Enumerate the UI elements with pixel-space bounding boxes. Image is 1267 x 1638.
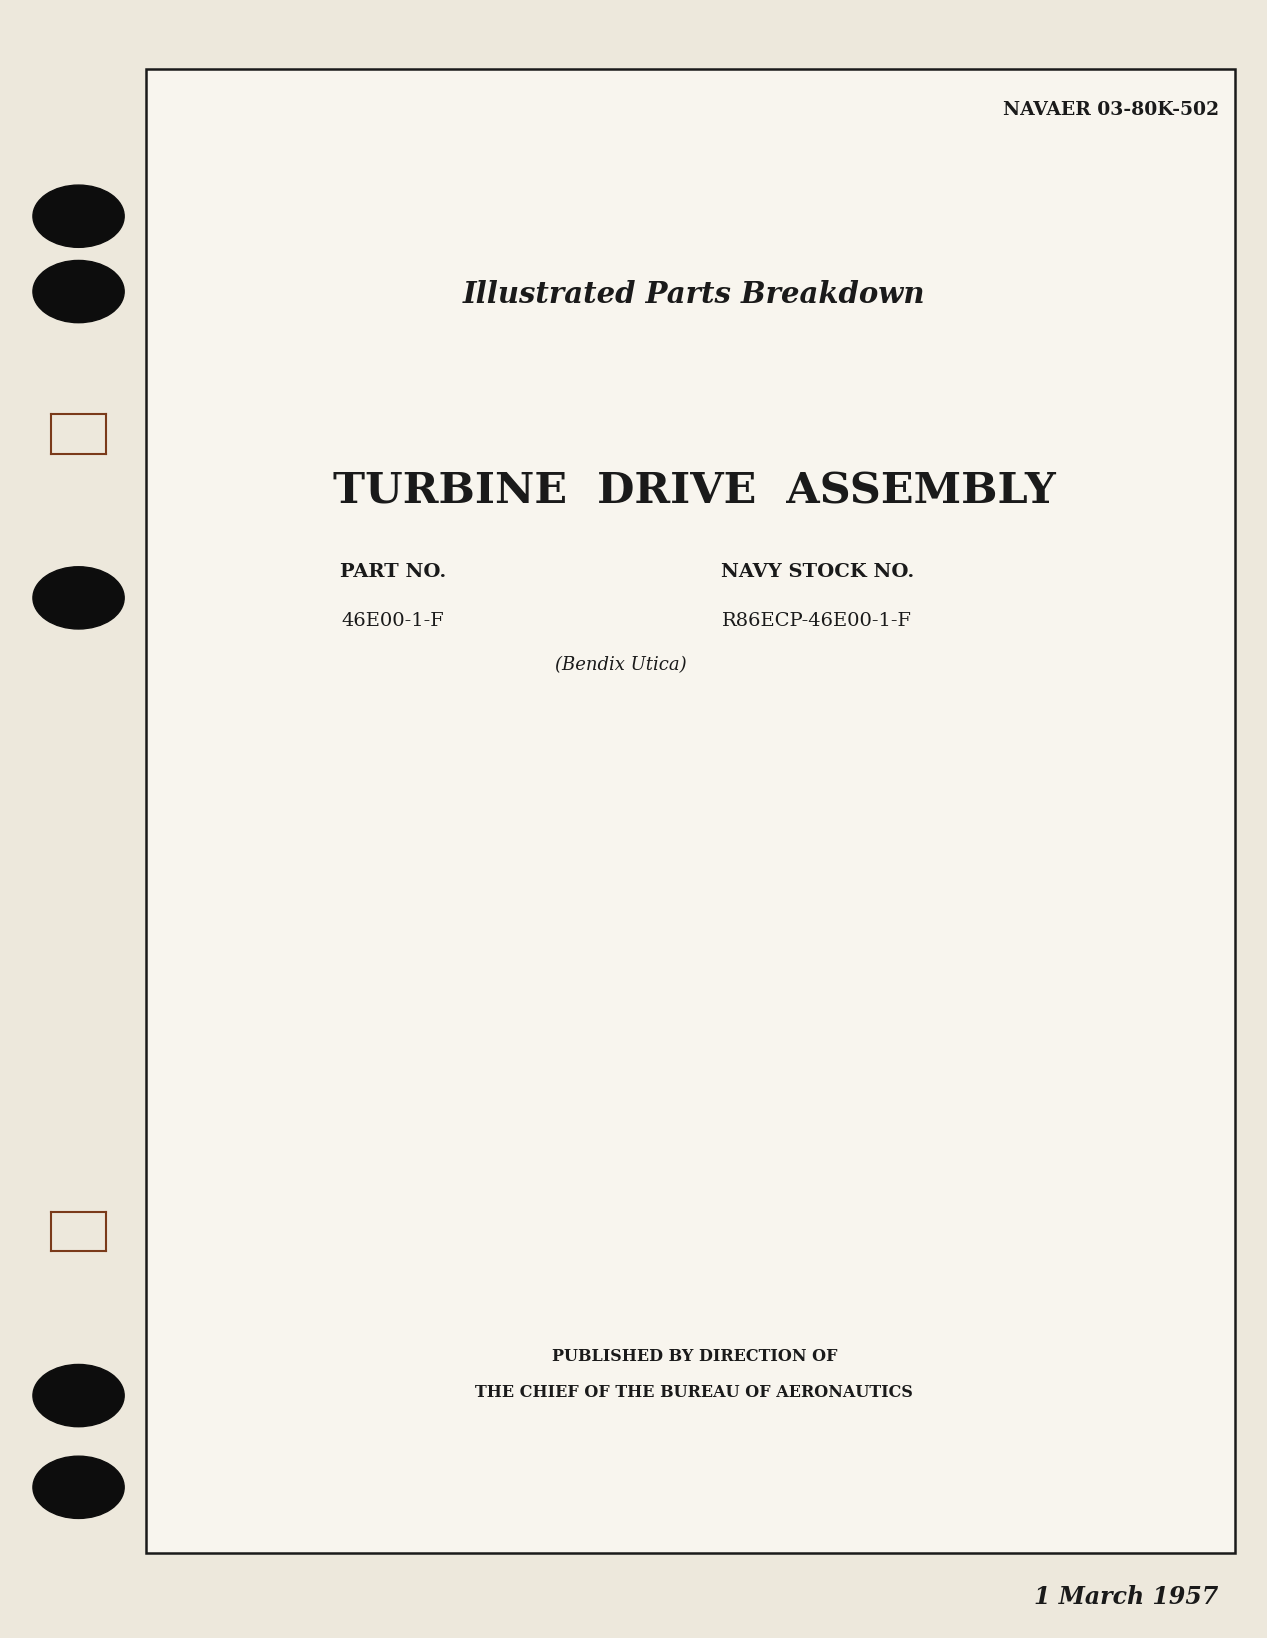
Ellipse shape [33,1364,124,1427]
Text: R86ECP-46E00-1-F: R86ECP-46E00-1-F [722,613,912,629]
Text: PUBLISHED BY DIRECTION OF: PUBLISHED BY DIRECTION OF [551,1348,837,1364]
Text: Illustrated Parts Breakdown: Illustrated Parts Breakdown [462,280,926,310]
Text: 1 March 1957: 1 March 1957 [1034,1586,1219,1609]
FancyBboxPatch shape [146,69,1235,1553]
Text: TURBINE  DRIVE  ASSEMBLY: TURBINE DRIVE ASSEMBLY [333,470,1055,513]
Text: NAVY STOCK NO.: NAVY STOCK NO. [721,563,914,580]
Ellipse shape [33,567,124,629]
Text: THE CHIEF OF THE BUREAU OF AERONAUTICS: THE CHIEF OF THE BUREAU OF AERONAUTICS [475,1384,914,1400]
Ellipse shape [33,1456,124,1518]
Ellipse shape [33,260,124,323]
Text: NAVAER 03-80K-502: NAVAER 03-80K-502 [1003,102,1219,118]
Text: PART NO.: PART NO. [340,563,446,580]
Text: (Bendix Utica): (Bendix Utica) [555,657,687,673]
Ellipse shape [33,185,124,247]
Text: 46E00-1-F: 46E00-1-F [341,613,445,629]
